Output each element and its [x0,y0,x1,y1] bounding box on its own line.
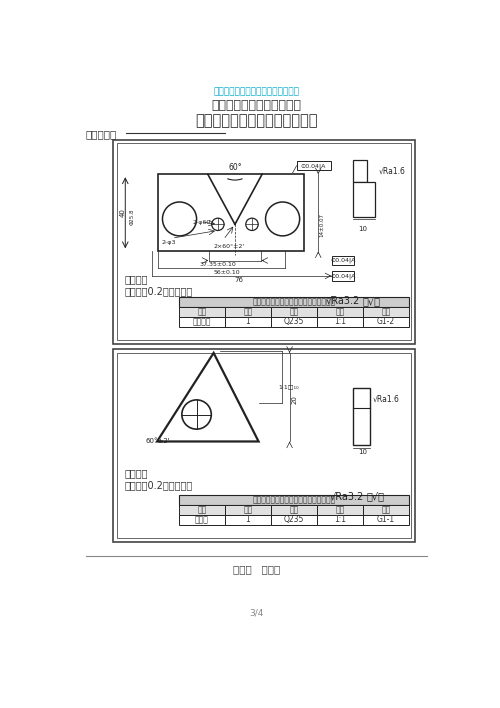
Bar [179,505,225,515]
Text: 20: 20 [291,395,297,404]
Bar [179,297,409,307]
Text: 37.35±0.10: 37.35±0.10 [200,262,236,267]
Bar [363,505,409,515]
Text: 锐角均按0.2进行倒角。: 锐角均按0.2进行倒角。 [124,480,193,490]
Text: 1: 1 [246,515,250,524]
Bar [179,495,409,505]
Text: 1:1: 1:1 [334,317,346,326]
Text: 60°±2': 60°±2' [146,438,170,444]
Text: 2-φ60: 2-φ60 [192,220,210,225]
Text: 60°: 60° [228,163,242,172]
Bar [113,139,415,343]
Text: 职业技术判定国家题库试卷: 职业技术判定国家题库试卷 [211,99,301,112]
Text: 40: 40 [120,208,126,217]
Bar [332,256,354,265]
Bar [225,307,271,316]
Text: 10: 10 [358,449,368,455]
Text: （√）: （√） [362,296,380,306]
Text: Q235: Q235 [284,317,304,326]
Text: Φ25.8: Φ25.8 [130,209,135,225]
Bar [317,515,363,525]
Text: 名称: 名称 [197,505,206,514]
Text: 数量: 数量 [243,307,252,316]
Text: 材料: 材料 [289,505,298,514]
Text: 技术要求: 技术要求 [124,469,148,479]
Bar [179,515,225,525]
Text: ⊙0.04|A: ⊙0.04|A [330,273,355,279]
Text: ⊙0.04|A: ⊙0.04|A [330,258,355,263]
Bar [363,515,409,525]
Text: 图号: 图号 [382,505,390,514]
Text: 技术要求: 技术要求 [124,275,148,285]
Bar [317,307,363,316]
Bar [271,307,317,316]
Text: ⊙0.04|A: ⊙0.04|A [301,163,326,169]
Text: 14±0.07: 14±0.07 [320,213,325,236]
Text: 1·1□₁₀: 1·1□₁₀ [278,384,298,389]
Text: 56±0.10: 56±0.10 [214,270,240,275]
Bar [353,182,376,217]
Bar [179,316,225,326]
Bar [117,353,411,537]
Bar [363,316,409,326]
Text: 10: 10 [358,226,368,232]
Text: Q235: Q235 [284,515,304,524]
Bar [113,349,415,542]
Bar [271,515,317,525]
Bar [225,515,271,525]
Text: （完整版）装配钳工高级操作试卷１: （完整版）装配钳工高级操作试卷１ [213,87,299,96]
Text: √Ra3.2: √Ra3.2 [330,491,364,501]
Text: 名称: 名称 [197,307,206,316]
Text: 第３页   共４页: 第３页 共４页 [232,565,280,575]
Bar [179,307,225,316]
Bar [271,505,317,515]
Bar [363,307,409,316]
Text: 2-φ3: 2-φ3 [162,240,176,245]
Text: √Ra1.6: √Ra1.6 [378,166,406,176]
Text: 76: 76 [234,278,244,283]
Bar [317,505,363,515]
Bar [317,316,363,326]
Bar [271,316,317,326]
Bar [225,316,271,326]
Text: 考作编号：: 考作编号： [86,130,117,139]
Text: （√）: （√） [366,491,384,501]
Text: 比例: 比例 [335,307,344,316]
Text: 材料: 材料 [289,307,298,316]
Bar [117,144,411,340]
Bar [353,161,367,182]
Bar [353,387,370,445]
Text: G1-1: G1-1 [377,515,395,524]
Text: 装置钳工高级操作技术查核试卷: 装置钳工高级操作技术查核试卷 [195,113,318,127]
Text: G1-2: G1-2 [377,317,395,326]
Text: 数量: 数量 [243,505,252,514]
Text: 三角件: 三角件 [195,515,208,524]
Text: 职业技量（装配钳工）鉴定技量考核试卷: 职业技量（装配钳工）鉴定技量考核试卷 [252,297,336,307]
Bar [225,505,271,515]
Text: 1: 1 [246,317,250,326]
Bar [158,174,304,251]
Text: 1:1: 1:1 [334,515,346,524]
Text: √Ra1.6: √Ra1.6 [372,395,400,404]
Text: 图号: 图号 [382,307,390,316]
Bar [332,271,354,280]
Text: 2×60°±2': 2×60°±2' [213,244,244,249]
Text: √Ra3.2: √Ra3.2 [326,296,360,306]
Bar [296,161,332,171]
Text: 三角盘件: 三角盘件 [192,317,211,326]
Text: 3/4: 3/4 [249,609,264,618]
Text: 比例: 比例 [335,505,344,514]
Text: 锐角均按0.2进行倒角。: 锐角均按0.2进行倒角。 [124,286,193,296]
Text: 职业技量（装配钳工）鉴定技量考核试卷: 职业技量（装配钳工）鉴定技量考核试卷 [252,495,336,504]
